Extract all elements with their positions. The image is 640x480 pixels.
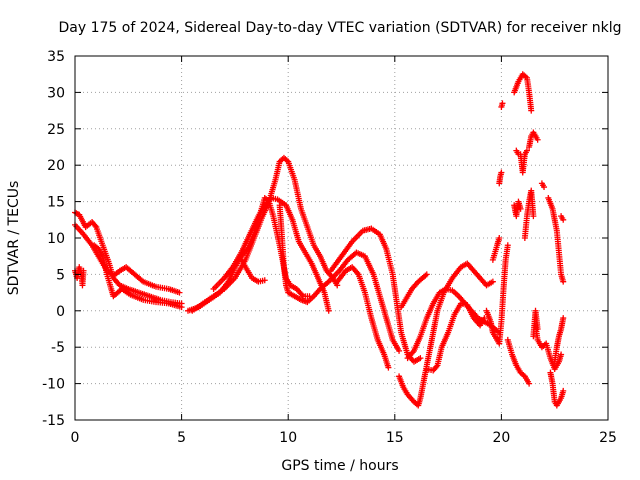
series-track-9 <box>276 202 403 354</box>
data-marks <box>72 71 567 409</box>
y-tick-label: -10 <box>42 377 65 393</box>
data-point <box>417 355 424 362</box>
plot-frame <box>74 55 609 421</box>
series-track-4 <box>91 242 185 311</box>
x-tick-label: 25 <box>599 430 617 446</box>
series-track-14 <box>404 285 503 362</box>
data-point <box>551 358 558 365</box>
data-point <box>534 136 541 143</box>
series-track-20 <box>504 336 533 387</box>
chart-title: Day 175 of 2024, Sidereal Day-to-day VTE… <box>59 20 622 36</box>
data-point <box>80 267 87 274</box>
x-tick-label: 0 <box>71 430 80 446</box>
series-track-11 <box>334 264 392 371</box>
data-point <box>504 242 511 249</box>
y-axis-label: SDTVAR / TECUs <box>6 181 22 296</box>
x-tick-label: 10 <box>279 430 297 446</box>
series-track-12 <box>396 260 496 409</box>
data-point <box>423 271 430 278</box>
x-tick-label: 5 <box>177 430 186 446</box>
data-point <box>499 100 506 107</box>
data-point <box>92 222 99 229</box>
y-tick-label: -5 <box>51 340 65 356</box>
series-track-2 <box>72 221 183 296</box>
data-point <box>496 235 503 241</box>
grid <box>75 56 608 420</box>
series-track-13 <box>398 271 430 311</box>
series-track-29 <box>545 194 567 285</box>
y-tick-label: -15 <box>42 413 65 429</box>
series-track-16 <box>483 242 511 347</box>
data-point <box>489 278 496 285</box>
y-tick-label: 15 <box>47 195 65 211</box>
y-tick-label: 30 <box>47 85 65 101</box>
series-track-7 <box>210 194 332 314</box>
data-point <box>325 307 332 314</box>
data-point <box>498 169 505 176</box>
data-point <box>528 107 535 114</box>
data-point <box>526 380 533 387</box>
series-track-3 <box>72 264 87 289</box>
data-point <box>530 213 537 220</box>
series-track-17 <box>489 235 503 263</box>
series-track-32 <box>551 315 567 365</box>
x-tick-label: 15 <box>386 430 404 446</box>
data-point <box>385 364 392 371</box>
y-tick-label: 25 <box>47 122 65 138</box>
x-tick-label: 20 <box>492 430 510 446</box>
data-point <box>560 278 567 285</box>
y-tick-label: 5 <box>56 267 65 283</box>
series-track-15 <box>423 300 488 374</box>
y-tick-label: 0 <box>56 304 65 320</box>
series-track-31 <box>547 369 567 409</box>
series-track-30 <box>558 213 567 223</box>
axis-ticks: 0 5 10 15 20 25 -15 -10 -5 0 5 10 15 20 25 30 35 <box>42 49 617 446</box>
series-track-22 <box>513 147 530 176</box>
series-track-27 <box>530 307 541 340</box>
series-track-25 <box>521 187 537 241</box>
data-point <box>517 205 524 212</box>
data-point <box>560 387 567 394</box>
series-track-23 <box>511 198 524 220</box>
series-track-28 <box>538 180 548 191</box>
series-track-19 <box>498 100 506 110</box>
y-tick-label: 20 <box>47 158 65 174</box>
data-point <box>176 289 183 296</box>
data-point <box>433 363 440 370</box>
series-track-21 <box>511 71 535 114</box>
y-tick-label: 35 <box>47 49 65 65</box>
data-point <box>178 304 185 311</box>
series-track-6 <box>189 154 341 314</box>
data-point <box>261 277 268 284</box>
data-point <box>396 347 403 354</box>
data-point <box>541 184 548 191</box>
data-point <box>558 351 565 358</box>
data-point <box>534 326 541 332</box>
y-tick-label: 10 <box>47 231 65 247</box>
series-track-24 <box>526 129 541 150</box>
series-track-1 <box>72 209 185 307</box>
series-track-8 <box>238 256 268 285</box>
series-track-18 <box>496 169 505 187</box>
x-axis-label: GPS time / hours <box>281 458 398 474</box>
data-point <box>560 216 567 223</box>
data-point <box>523 147 530 154</box>
